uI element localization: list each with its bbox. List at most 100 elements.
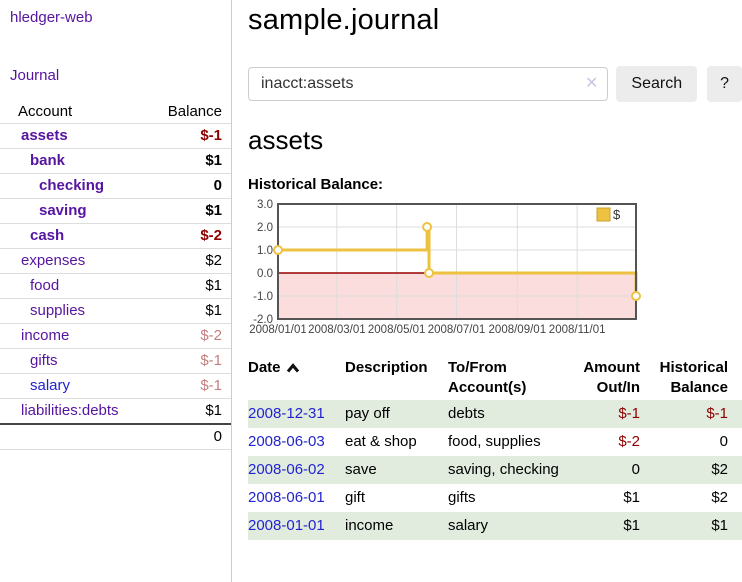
account-balance: $2 (205, 252, 222, 269)
svg-text:$: $ (613, 207, 621, 222)
account-row: liabilities:debts $1 (0, 399, 231, 424)
help-button[interactable]: ? (707, 66, 742, 102)
register-header-description: Description (345, 359, 428, 376)
register-header-amount: Amount Out/In (583, 359, 640, 396)
balance-total-row: 0 (0, 424, 231, 450)
account-balance: $1 (205, 152, 222, 169)
app-title-link[interactable]: hledger-web (10, 9, 93, 26)
account-row: checking 0 (0, 174, 231, 199)
svg-text:-1.0: -1.0 (253, 291, 273, 303)
account-link-supplies[interactable]: supplies (30, 302, 86, 319)
transaction-balance: $1 (711, 517, 728, 534)
account-link-cash[interactable]: cash (30, 227, 65, 244)
transaction-balance: $2 (711, 489, 728, 506)
account-link-expenses[interactable]: expenses (21, 252, 86, 269)
transaction-date-link[interactable]: 2008-06-02 (248, 461, 325, 478)
account-link-food[interactable]: food (30, 277, 60, 294)
page-title: sample.journal (248, 4, 440, 36)
account-table-header: Account Balance (0, 100, 231, 124)
account-link-checking[interactable]: checking (39, 177, 105, 194)
transaction-row: 2008-01-01 income salary $1 $1 (248, 512, 742, 540)
account-balance: $-1 (200, 352, 222, 369)
register-header-balance: Historical Balance (659, 359, 728, 396)
transaction-description: income (345, 517, 394, 534)
account-page-title: assets (248, 125, 324, 155)
transaction-date: 2008-06-01 (248, 484, 345, 512)
account-row: supplies $1 (0, 299, 231, 324)
clear-search-icon[interactable]: ✕ (584, 75, 599, 92)
transaction-amount: 0 (631, 461, 640, 478)
svg-text:2008/01/01: 2008/01/01 (249, 324, 307, 336)
svg-text:2008/11/01: 2008/11/01 (549, 324, 606, 336)
transaction-description: pay off (345, 405, 390, 422)
account-link-assets[interactable]: assets (21, 127, 68, 144)
transaction-date: 2008-06-02 (248, 456, 345, 484)
transaction-date-link[interactable]: 2008-06-03 (248, 433, 325, 450)
account-balance: $1 (205, 277, 222, 294)
transaction-row: 2008-12-31 pay off debts $-1 $-1 (248, 400, 742, 428)
transaction-description: save (345, 461, 377, 478)
account-row: cash $-2 (0, 224, 231, 249)
account-link-liabilities-debts[interactable]: liabilities:debts (21, 402, 119, 419)
transaction-description: gift (345, 489, 366, 506)
search-box: ✕ (248, 67, 609, 101)
account-link-income[interactable]: income (21, 327, 70, 344)
svg-text:1.0: 1.0 (257, 245, 273, 257)
transaction-accounts: salary (448, 517, 489, 534)
transaction-date-link[interactable]: 2008-12-31 (248, 405, 325, 422)
main-content: sample.journal ✕ Search ? assets Histori… (247, 0, 742, 540)
account-row: saving $1 (0, 199, 231, 224)
account-row: expenses $2 (0, 249, 231, 274)
register-header-row: Date Description To/From Account(s) Amou… (248, 356, 742, 400)
transaction-balance: 0 (719, 433, 728, 450)
transaction-accounts: saving, checking (448, 461, 559, 478)
account-balance: $1 (205, 402, 222, 419)
account-balance-table: Account Balance assets $-1 bank $1 checking 0… (0, 100, 231, 450)
account-link-gifts[interactable]: gifts (30, 352, 58, 369)
account-column-header: Account (18, 103, 73, 120)
transaction-accounts: debts (448, 405, 485, 422)
account-link-salary[interactable]: salary (30, 377, 71, 394)
account-balance: $-1 (200, 127, 222, 144)
svg-text:2008/09/01: 2008/09/01 (489, 324, 547, 336)
search-form: ✕ Search ? (248, 66, 742, 102)
transaction-date-link[interactable]: 2008-06-01 (248, 489, 325, 506)
transaction-accounts: gifts (448, 489, 476, 506)
transaction-amount: $1 (623, 489, 640, 506)
chart-label: Historical Balance: (248, 176, 384, 193)
transaction-date-link[interactable]: 2008-01-01 (248, 517, 325, 534)
account-balance: $-2 (200, 327, 222, 344)
transaction-accounts: food, supplies (448, 433, 541, 450)
account-row: assets $-1 (0, 124, 231, 149)
transaction-amount: $-2 (618, 433, 640, 450)
transaction-date: 2008-01-01 (248, 512, 345, 540)
svg-text:2008/03/01: 2008/03/01 (308, 324, 366, 336)
account-balance: $1 (205, 202, 222, 219)
svg-text:2008/05/01: 2008/05/01 (368, 324, 426, 336)
svg-text:2008/07/01: 2008/07/01 (428, 324, 486, 336)
account-link-saving[interactable]: saving (39, 202, 87, 219)
search-input[interactable] (248, 67, 609, 101)
sidebar-item-journal[interactable]: Journal (10, 67, 60, 84)
transaction-description: eat & shop (345, 433, 417, 450)
account-link-bank[interactable]: bank (30, 152, 66, 169)
search-button[interactable]: Search (616, 66, 698, 102)
account-row: salary $-1 (0, 374, 231, 399)
account-balance: $-1 (200, 377, 222, 394)
transaction-balance: $2 (711, 461, 728, 478)
transaction-row: 2008-06-02 save saving, checking 0 $2 (248, 456, 742, 484)
svg-text:3.0: 3.0 (257, 199, 273, 211)
svg-text:2.0: 2.0 (257, 222, 273, 234)
transaction-balance: $-1 (706, 405, 728, 422)
sidebar: hledger-web Journal Account Balance asse… (0, 0, 232, 582)
account-balance: $1 (205, 302, 222, 319)
balance-total-value: 0 (213, 428, 222, 445)
account-row: bank $1 (0, 149, 231, 174)
account-row: food $1 (0, 274, 231, 299)
transaction-date: 2008-06-03 (248, 428, 345, 456)
register-header-date[interactable]: Date (248, 356, 345, 400)
register-table: Date Description To/From Account(s) Amou… (248, 356, 742, 540)
chevron-up-icon (286, 363, 299, 373)
transaction-row: 2008-06-03 eat & shop food, supplies $-2 0 (248, 428, 742, 456)
